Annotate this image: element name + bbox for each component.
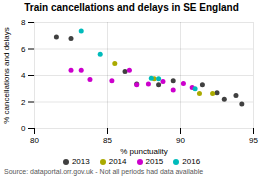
svg-text:8: 8 — [21, 18, 26, 27]
svg-text:4: 4 — [21, 71, 26, 80]
html-text:2016: 2016 — [182, 157, 201, 166]
svg-text:95: 95 — [249, 136, 258, 145]
svg-text:% cancellations and delays: % cancellations and delays — [2, 27, 11, 124]
svg-text:80: 80 — [30, 136, 39, 145]
html-text:Train cancellations and delays: Train cancellations and delays in SE Eng… — [24, 2, 239, 13]
svg-text:90: 90 — [176, 136, 185, 145]
svg-text:85: 85 — [103, 136, 112, 145]
html-text:2014: 2014 — [108, 157, 127, 166]
html-text:Source: dataportal.orr.gov.uk: Source: dataportal.orr.gov.uk - Not all … — [4, 168, 204, 175]
html-text:2013: 2013 — [71, 157, 90, 166]
svg-text:0: 0 — [21, 124, 26, 133]
html-text:2015: 2015 — [145, 157, 164, 166]
svg-text:6: 6 — [21, 45, 26, 54]
svg-text:% punctuality: % punctuality — [120, 147, 168, 156]
svg-text:2: 2 — [21, 98, 26, 107]
